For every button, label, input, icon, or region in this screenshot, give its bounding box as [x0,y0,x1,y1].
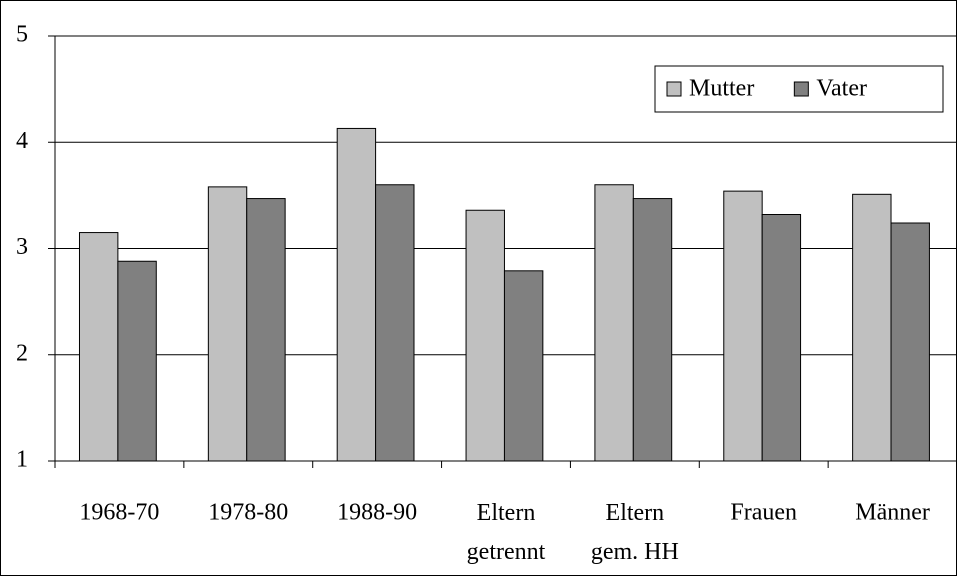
x-tick-label: 1968-70 [79,500,159,526]
bar [890,222,930,462]
bar [336,127,377,462]
x-tick-label: Männer [855,500,930,526]
y-tick-label: 2 [16,340,28,366]
bar [465,209,505,462]
x-tick-label: 1978-80 [208,500,288,526]
bar [594,184,634,462]
x-tick-label: 1988-90 [337,500,417,526]
legend-swatch [666,81,682,97]
bar [246,198,286,462]
x-tick-label: Eltern gem. HH [591,500,679,565]
bar [117,260,157,462]
y-tick-label: 1 [16,447,28,473]
y-tick-label: 4 [16,128,28,154]
bar [761,214,802,462]
legend-label: Vater [816,76,867,102]
bar [723,190,763,462]
x-tick-label: Eltern getrennt [467,500,546,565]
legend-swatch [793,81,809,97]
bar [207,186,248,462]
bar [78,232,119,462]
x-tick-label: Frauen [730,500,797,526]
bar [375,184,415,462]
legend-label: Mutter [689,76,754,102]
bar [632,198,673,462]
y-tick-label: 3 [16,234,28,260]
y-tick-label: 5 [16,22,28,48]
bar [503,270,544,462]
bar [852,193,892,462]
